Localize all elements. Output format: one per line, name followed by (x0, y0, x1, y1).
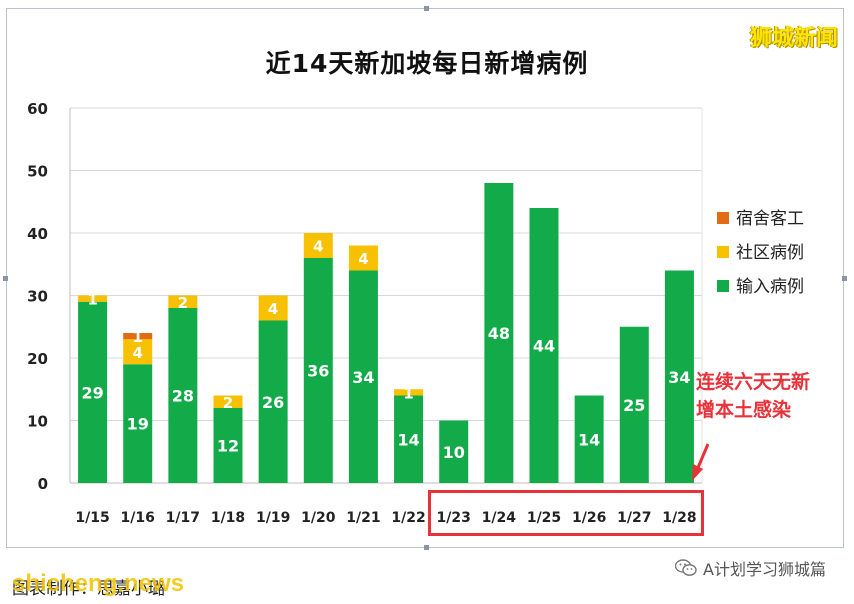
x-tick-label: 1/21 (346, 510, 380, 526)
bar-value-label: 1 (87, 291, 97, 309)
bar-community (303, 233, 333, 258)
bar-community (123, 339, 153, 365)
bar-dormitory (123, 333, 153, 340)
bar-value-label: 12 (217, 437, 239, 456)
bar-value-label: 44 (533, 337, 555, 356)
bar-value-label: 4 (313, 238, 323, 256)
bar-value-label: 2 (178, 294, 188, 312)
y-tick-label: 30 (27, 288, 48, 306)
bar-imported (574, 395, 604, 483)
chart-credit: 图表制作：思嘉小璐 (12, 579, 165, 599)
resize-handle-right[interactable] (842, 276, 847, 281)
bar-value-label: 25 (623, 396, 645, 415)
callout-line-2: 增本土感染 (696, 399, 792, 421)
bar-community (258, 295, 288, 321)
bar-imported (394, 395, 424, 483)
x-tick-label: 1/20 (301, 510, 336, 526)
x-tick-label: 1/23 (437, 510, 471, 526)
bar-imported (619, 326, 649, 483)
bar-value-label: 34 (668, 368, 690, 387)
bar-community (348, 245, 378, 271)
y-tick-label: 0 (38, 475, 48, 493)
bar-value-label: 19 (127, 415, 149, 434)
bar-community (394, 389, 424, 396)
x-tick-label: 1/17 (166, 510, 200, 526)
bar-value-label: 26 (262, 393, 284, 412)
x-tick-label: 1/25 (527, 510, 561, 526)
labels-layer: 01020304050602911/1519411/162821/171221/… (27, 100, 696, 526)
bar-value-label: 2 (223, 394, 233, 412)
resize-handle-top[interactable] (424, 6, 429, 11)
bar-value-label: 34 (352, 368, 374, 387)
site-watermark: shicheng.news (12, 570, 185, 597)
bar-value-label: 1 (132, 328, 142, 346)
bar-community (168, 295, 198, 308)
wechat-label: A计划学习狮城篇 (703, 560, 826, 579)
x-tick-label: 1/15 (75, 510, 109, 526)
callout-arrow (692, 443, 710, 481)
x-tick-label: 1/28 (662, 510, 696, 526)
bar-imported (484, 183, 514, 483)
bar-value-label: 10 (443, 443, 465, 462)
bar-imported (168, 308, 198, 483)
x-tick-label: 1/16 (121, 510, 155, 526)
legend-swatch (717, 280, 729, 292)
legend-swatch (717, 246, 729, 258)
x-tick-label: 1/27 (617, 510, 651, 526)
bar-imported (439, 420, 469, 483)
y-tick-label: 20 (27, 350, 48, 368)
bar-value-label: 29 (81, 383, 103, 402)
bar-imported (258, 320, 288, 483)
bar-imported (123, 364, 153, 483)
bar-imported (303, 258, 333, 483)
bar-imported (348, 270, 378, 483)
bar-value-label: 28 (172, 387, 194, 406)
bar-value-label: 4 (268, 300, 278, 318)
callout-text: 连续六天无新 增本土感染 (696, 368, 846, 424)
bar-value-label: 14 (397, 430, 419, 449)
y-tick-label: 50 (27, 163, 48, 181)
bar-value-label: 48 (488, 324, 510, 343)
highlight-box (428, 490, 704, 536)
wechat-icon (674, 559, 697, 577)
bar-community (78, 295, 108, 302)
bar-value-label: 1 (403, 384, 413, 402)
legend-label: 输入病例 (736, 277, 804, 297)
legend-label: 宿舍客工 (736, 209, 804, 229)
bar-value-label: 36 (307, 362, 329, 381)
bar-community (213, 395, 243, 408)
wechat-attribution: A计划学习狮城篇 (674, 556, 826, 580)
callout-line-1: 连续六天无新 (696, 371, 811, 393)
legend-label: 社区病例 (736, 243, 804, 263)
bar-value-label: 4 (132, 344, 142, 362)
legend-swatch (717, 212, 729, 224)
bar-imported (78, 301, 108, 483)
brand-watermark: 狮城新闻 (749, 26, 838, 51)
resize-handle-left[interactable] (3, 276, 8, 281)
resize-handle-bottom[interactable] (424, 545, 429, 550)
bar-imported (213, 408, 243, 483)
y-tick-label: 60 (27, 100, 48, 118)
bars-layer (78, 183, 694, 483)
y-tick-label: 40 (27, 225, 48, 243)
x-tick-label: 1/26 (572, 510, 606, 526)
grid-layer (69, 107, 703, 484)
bar-imported (529, 208, 559, 483)
bar-value-label: 4 (358, 250, 368, 268)
chart-title: 近14天新加坡每日新增病例 (265, 49, 589, 78)
bar-value-label: 14 (578, 430, 600, 449)
x-tick-label: 1/22 (391, 510, 425, 526)
bar-imported (664, 270, 694, 483)
x-tick-label: 1/19 (256, 510, 290, 526)
x-tick-label: 1/18 (211, 510, 245, 526)
y-tick-label: 10 (27, 413, 48, 431)
x-tick-label: 1/24 (482, 510, 517, 526)
